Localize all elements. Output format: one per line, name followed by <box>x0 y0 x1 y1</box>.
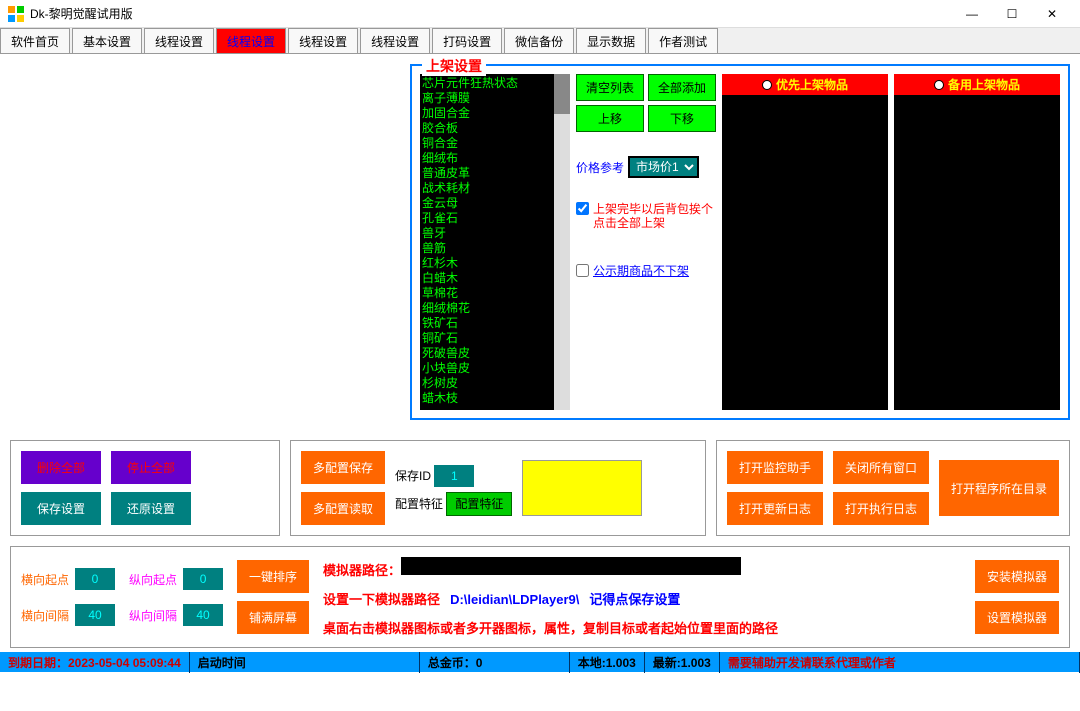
clear-list-button[interactable]: 清空列表 <box>576 74 644 101</box>
delete-all-button[interactable]: 删除全部 <box>21 451 101 484</box>
list-item[interactable]: 金云母 <box>422 196 552 211</box>
path-hint: 桌面右击模拟器图标或者多开器图标，属性，复制目标或者起始位置里面的路径 <box>323 618 961 637</box>
save-id-label: 保存ID <box>395 469 431 483</box>
list-item[interactable]: 细绒布 <box>422 151 552 166</box>
auto-list-checkbox[interactable] <box>576 202 589 215</box>
tile-screen-button[interactable]: 铺满屏幕 <box>237 601 309 634</box>
item-list[interactable]: 芯片元件狂热状态离子薄膜加固合金胶合板铜合金细绒布普通皮革战术耗材金云母孔雀石兽… <box>420 74 554 410</box>
priority-header[interactable]: 优先上架物品 <box>722 74 888 95</box>
backup-list[interactable] <box>894 95 1060 410</box>
vstart-value[interactable]: 0 <box>183 568 223 590</box>
restore-settings-button[interactable]: 还原设置 <box>111 492 191 525</box>
tab-bar: 软件首页基本设置线程设置线程设置线程设置线程设置打码设置微信备份显示数据作者测试 <box>0 28 1080 54</box>
tab-9[interactable]: 作者测试 <box>648 28 718 53</box>
tab-2[interactable]: 线程设置 <box>144 28 214 53</box>
list-item[interactable]: 红杉木 <box>422 256 552 271</box>
save-id-value[interactable]: 1 <box>434 465 474 487</box>
list-item[interactable]: 兽牙 <box>422 226 552 241</box>
tab-6[interactable]: 打码设置 <box>432 28 502 53</box>
tab-5[interactable]: 线程设置 <box>360 28 430 53</box>
list-item[interactable]: 白蜡木 <box>422 271 552 286</box>
install-emulator-button[interactable]: 安装模拟器 <box>975 560 1059 593</box>
scroll-thumb[interactable] <box>554 74 570 114</box>
tab-8[interactable]: 显示数据 <box>576 28 646 53</box>
no-delist-checkbox[interactable] <box>576 264 589 277</box>
list-item[interactable]: 死破兽皮 <box>422 346 552 361</box>
listing-settings-fieldset: 上架设置 芯片元件狂热状态离子薄膜加固合金胶合板铜合金细绒布普通皮革战术耗材金云… <box>410 64 1070 420</box>
scrollbar[interactable] <box>554 74 570 410</box>
list-item[interactable]: 孔雀石 <box>422 211 552 226</box>
minimize-button[interactable]: — <box>952 2 992 26</box>
open-program-dir-button[interactable]: 打开程序所在目录 <box>939 460 1059 516</box>
status-expire: 到期日期：2023-05-04 05:09:44 <box>0 652 190 673</box>
vstart-label: 纵向起点 <box>129 571 177 588</box>
maximize-button[interactable]: ☐ <box>992 2 1032 26</box>
status-bar: 到期日期：2023-05-04 05:09:44 启动时间 总金币：0 本地:1… <box>0 652 1080 672</box>
add-all-button[interactable]: 全部添加 <box>648 74 716 101</box>
list-item[interactable]: 芯片元件狂热状态 <box>422 76 552 91</box>
move-up-button[interactable]: 上移 <box>576 105 644 132</box>
emu-path-box[interactable] <box>401 557 741 575</box>
fieldset-title: 上架设置 <box>422 56 486 76</box>
emu-path-label: 模拟器路径： <box>323 563 401 578</box>
vgap-value[interactable]: 40 <box>183 604 223 626</box>
status-latest: 最新:1.003 <box>645 652 720 673</box>
close-all-windows-button[interactable]: 关闭所有窗口 <box>833 451 929 484</box>
move-down-button[interactable]: 下移 <box>648 105 716 132</box>
save-settings-button[interactable]: 保存设置 <box>21 492 101 525</box>
window-title: Dk-黎明觉醒试用版 <box>30 5 952 22</box>
backup-header[interactable]: 备用上架物品 <box>894 74 1060 95</box>
path-value: D:\leidian\LDPlayer9\ <box>450 592 579 607</box>
list-item[interactable]: 兽筋 <box>422 241 552 256</box>
status-contact: 需要辅助开发请联系代理或作者 <box>720 652 1080 673</box>
set-path-label: 设置一下模拟器路径 <box>323 592 440 607</box>
status-start: 启动时间 <box>190 652 420 673</box>
yellow-preview <box>522 460 642 516</box>
stop-all-button[interactable]: 停止全部 <box>111 451 191 484</box>
open-update-log-button[interactable]: 打开更新日志 <box>727 492 823 525</box>
tab-7[interactable]: 微信备份 <box>504 28 574 53</box>
list-item[interactable]: 铜矿石 <box>422 331 552 346</box>
list-item[interactable]: 草棉花 <box>422 286 552 301</box>
set-emulator-button[interactable]: 设置模拟器 <box>975 601 1059 634</box>
hgap-label: 横向间隔 <box>21 607 69 624</box>
tab-1[interactable]: 基本设置 <box>72 28 142 53</box>
list-item[interactable]: 细绒棉花 <box>422 301 552 316</box>
hstart-label: 横向起点 <box>21 571 69 588</box>
list-item[interactable]: 普通皮革 <box>422 166 552 181</box>
app-icon <box>8 6 24 22</box>
status-local: 本地:1.003 <box>570 652 645 673</box>
titlebar: Dk-黎明觉醒试用版 — ☐ ✕ <box>0 0 1080 28</box>
auto-list-label: 上架完毕以后背包挨个点击全部上架 <box>593 202 716 230</box>
no-delist-label: 公示期商品不下架 <box>593 264 689 278</box>
cfg-feat-label: 配置特征 <box>395 497 443 511</box>
vgap-label: 纵向间隔 <box>129 607 177 624</box>
list-item[interactable]: 铁矿石 <box>422 316 552 331</box>
hgap-value[interactable]: 40 <box>75 604 115 626</box>
list-item[interactable]: 铜合金 <box>422 136 552 151</box>
price-label: 价格参考 <box>576 159 624 176</box>
list-item[interactable]: 杉树皮 <box>422 376 552 391</box>
tab-4[interactable]: 线程设置 <box>288 28 358 53</box>
list-item[interactable]: 小块兽皮 <box>422 361 552 376</box>
tab-3[interactable]: 线程设置 <box>216 28 286 53</box>
price-select[interactable]: 市场价1 <box>628 156 699 178</box>
open-monitor-button[interactable]: 打开监控助手 <box>727 451 823 484</box>
priority-list[interactable] <box>722 95 888 410</box>
multi-read-button[interactable]: 多配置读取 <box>301 492 385 525</box>
status-gold: 总金币：0 <box>420 652 570 673</box>
list-item[interactable]: 离子薄膜 <box>422 91 552 106</box>
list-item[interactable]: 加固合金 <box>422 106 552 121</box>
multi-save-button[interactable]: 多配置保存 <box>301 451 385 484</box>
one-key-sort-button[interactable]: 一键排序 <box>237 560 309 593</box>
tab-0[interactable]: 软件首页 <box>0 28 70 53</box>
open-exec-log-button[interactable]: 打开执行日志 <box>833 492 929 525</box>
close-button[interactable]: ✕ <box>1032 2 1072 26</box>
hstart-value[interactable]: 0 <box>75 568 115 590</box>
list-item[interactable]: 蜡木枝 <box>422 391 552 406</box>
remember-hint: 记得点保存设置 <box>589 592 680 607</box>
list-item[interactable]: 战术耗材 <box>422 181 552 196</box>
cfg-feat-button[interactable]: 配置特征 <box>446 492 512 516</box>
list-item[interactable]: 胶合板 <box>422 121 552 136</box>
